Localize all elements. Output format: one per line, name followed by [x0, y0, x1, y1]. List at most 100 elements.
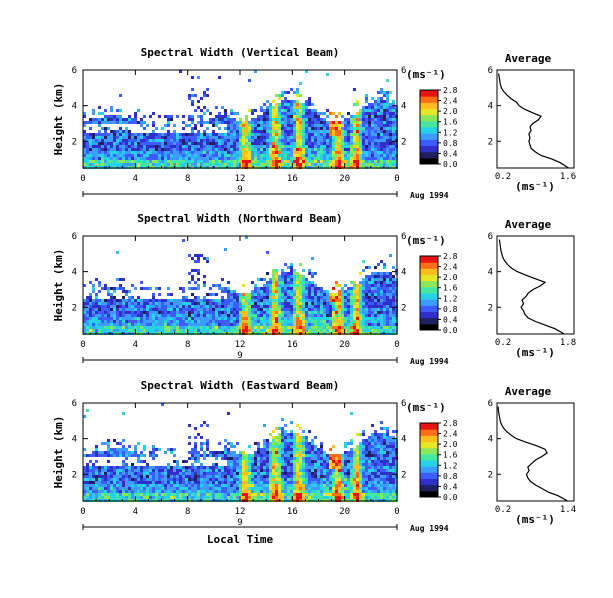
heatmap-cell [140, 314, 143, 317]
heatmap-cell [248, 133, 251, 136]
heatmap-cell [392, 323, 395, 326]
colorbar-segment [420, 262, 438, 269]
heatmap-cell [158, 469, 161, 472]
heatmap-cell [239, 127, 242, 130]
heatmap-cell [371, 142, 374, 145]
heatmap-cell [269, 118, 272, 121]
heatmap-cell [122, 493, 125, 496]
heatmap-cell [221, 142, 224, 145]
heatmap-cell [200, 481, 203, 484]
heatmap-cell [371, 103, 374, 106]
heatmap-cell [104, 148, 107, 151]
heatmap-cell [122, 130, 125, 133]
heatmap-cell [257, 317, 260, 320]
heatmap-cell [83, 478, 86, 481]
heatmap-cell [275, 451, 278, 454]
heatmap-cell [116, 157, 119, 160]
heatmap-cell [197, 487, 200, 490]
heatmap-cell [146, 151, 149, 154]
heatmap-cell [212, 466, 215, 469]
heatmap-cell [344, 145, 347, 148]
heatmap-cell [347, 145, 350, 148]
heatmap-cell [359, 127, 362, 130]
heatmap-cell [191, 127, 194, 130]
heatmap-cell [299, 142, 302, 145]
heatmap-cell [296, 118, 299, 121]
heatmap-cell [377, 302, 380, 305]
heatmap-cell [338, 293, 341, 296]
heatmap-cell [185, 154, 188, 157]
heatmap-cell [173, 323, 176, 326]
average-frame [496, 235, 575, 335]
heatmap-cell [131, 296, 134, 299]
heatmap-cell [245, 314, 248, 317]
heatmap-cell [242, 163, 245, 166]
heatmap-cell [182, 296, 185, 299]
heatmap-cell [248, 320, 251, 323]
heatmap-cell [353, 124, 356, 127]
heatmap-cell [227, 329, 230, 332]
heatmap-cell [386, 130, 389, 133]
heatmap-cell [260, 469, 263, 472]
heatmap-cell [107, 299, 110, 302]
heatmap-cell [149, 329, 152, 332]
heatmap-cell [254, 472, 257, 475]
heatmap-cell [341, 142, 344, 145]
heatmap-cell [104, 308, 107, 311]
heatmap-cell [266, 284, 269, 287]
heatmap-cell [266, 109, 269, 112]
heatmap-cell [107, 496, 110, 499]
x-tick-label: 0 [80, 340, 85, 350]
heatmap-cell [98, 106, 101, 109]
heatmap-cell [209, 142, 212, 145]
heatmap-cell [179, 326, 182, 329]
heatmap-cell [143, 445, 146, 448]
heatmap-cell [233, 293, 236, 296]
heatmap-cell [287, 106, 290, 109]
heatmap-cell [245, 121, 248, 124]
heatmap-cell [146, 139, 149, 142]
heatmap-cell [158, 317, 161, 320]
heatmap-cell [269, 124, 272, 127]
heatmap-cell [107, 317, 110, 320]
heatmap-cell [239, 469, 242, 472]
heatmap-cell [203, 454, 206, 457]
heatmap-cell [137, 329, 140, 332]
heatmap-cell [347, 121, 350, 124]
heatmap-cell [299, 290, 302, 293]
heatmap-cell [191, 454, 194, 457]
heatmap-cell [323, 154, 326, 157]
heatmap-cell [101, 454, 104, 457]
heatmap-cell [362, 151, 365, 154]
heatmap-cell [317, 133, 320, 136]
heatmap-cell [356, 151, 359, 154]
colorbar-frame [419, 255, 439, 331]
heatmap-cell [326, 124, 329, 127]
heatmap-cell [335, 145, 338, 148]
heatmap-cell [92, 478, 95, 481]
heatmap-cell [374, 154, 377, 157]
heatmap-cell [182, 475, 185, 478]
heatmap-cell [317, 326, 320, 329]
heatmap-cell [185, 163, 188, 166]
heatmap-cell [290, 308, 293, 311]
heatmap-cell [173, 163, 176, 166]
heatmap-cell [263, 160, 266, 163]
heatmap-cell [269, 296, 272, 299]
heatmap-cell [251, 163, 254, 166]
heatmap-cell [311, 287, 314, 290]
heatmap-cell [107, 287, 110, 290]
heatmap-cell [260, 118, 263, 121]
heatmap-cell [269, 326, 272, 329]
heatmap-cell [362, 290, 365, 293]
heatmap-cell [308, 142, 311, 145]
heatmap-cell [377, 91, 380, 94]
heatmap-cell [371, 151, 374, 154]
heatmap-cell [158, 496, 161, 499]
heatmap-cell [302, 127, 305, 130]
heatmap-cell [302, 130, 305, 133]
heatmap-cell [197, 484, 200, 487]
heatmap-cell [272, 305, 275, 308]
heatmap-cell [254, 302, 257, 305]
heatmap-cell [209, 305, 212, 308]
